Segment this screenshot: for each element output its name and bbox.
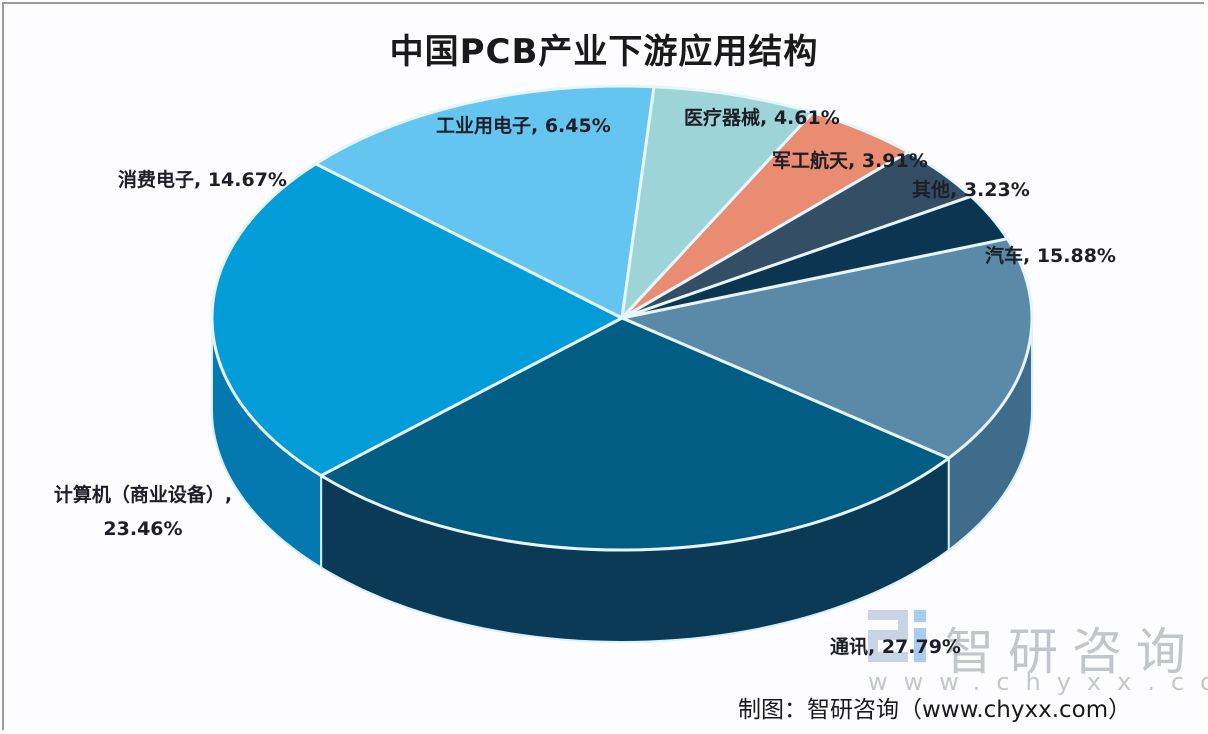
pie-slice-消费电子[interactable] xyxy=(314,84,656,320)
label-consumer-electronics: 消费电子, 14.67% xyxy=(118,169,287,191)
label-medical-devices: 医疗器械, 4.61% xyxy=(684,107,840,129)
watermark-brand: 智研咨询 xyxy=(944,623,1200,681)
label-military-aerospace: 军工航天, 3.91% xyxy=(772,150,928,172)
pie-slice-计算机（商业设备）[interactable] xyxy=(210,162,624,478)
pie-slice-汽车[interactable] xyxy=(620,237,1034,460)
label-industrial-electronics: 工业用电子, 6.45% xyxy=(436,115,611,137)
source-note: 制图：智研咨询（www.chyxx.com） xyxy=(738,697,1132,723)
label-other: 其他, 3.23% xyxy=(912,179,1030,201)
chart-title: 中国PCB产业下游应用结构 xyxy=(389,32,819,72)
pie-slice-通讯[interactable] xyxy=(319,316,951,552)
pie-top-faces xyxy=(210,84,1034,552)
label-communication: 通讯, 27.79% xyxy=(830,636,961,658)
label-automotive: 汽车, 15.88% xyxy=(985,245,1116,267)
pie-slice-其他[interactable] xyxy=(620,194,1009,320)
watermark-logo-icon xyxy=(866,606,936,672)
label-computer: 计算机（商业设备）, 23.46% xyxy=(53,484,233,540)
watermark-url: www.chyxx.com xyxy=(868,668,1208,696)
pie-slice-工业用电子[interactable] xyxy=(620,85,815,320)
